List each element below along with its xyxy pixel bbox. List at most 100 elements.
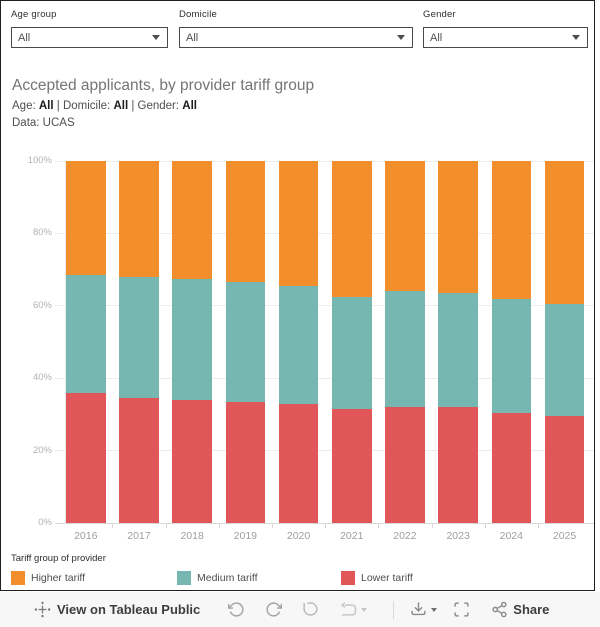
auto-update-caret-icon[interactable]: [361, 607, 368, 612]
download-button[interactable]: [410, 601, 427, 618]
bar-segment-medium-tariff[interactable]: [544, 303, 585, 417]
bar-segment-medium-tariff[interactable]: [332, 296, 372, 409]
bar-segment-medium-tariff[interactable]: [66, 275, 106, 393]
bar-segment-higher-tariff[interactable]: [225, 161, 266, 283]
bar-segment-lower-tariff[interactable]: [491, 412, 532, 523]
bar-segment-medium-tariff[interactable]: [172, 278, 212, 400]
filter-gender-label: Gender: [423, 9, 456, 20]
filter-gender: Gender All: [423, 9, 588, 48]
legend-item-higher-tariff[interactable]: Higher tariff: [11, 571, 85, 585]
gridline-60%: [55, 305, 594, 307]
tableau-toolbar: View on Tableau Public: [0, 592, 600, 627]
bar-2016[interactable]: [66, 161, 106, 523]
category-tick: [431, 524, 433, 528]
bar-segment-medium-tariff[interactable]: [438, 293, 478, 408]
bar-segment-medium-tariff[interactable]: [278, 285, 319, 404]
replay-button[interactable]: [302, 601, 319, 618]
bar-segment-higher-tariff[interactable]: [491, 161, 532, 299]
legend-swatch-higher-tariff: [11, 571, 25, 585]
view-on-tableau-public-button[interactable]: View on Tableau Public: [28, 601, 200, 618]
legend-item-medium-tariff[interactable]: Medium tariff: [177, 571, 258, 585]
y-axis-tick-label: 100%: [27, 155, 52, 166]
share-button[interactable]: Share: [486, 601, 549, 618]
x-axis-label-2022: 2022: [393, 530, 417, 542]
filter-gender-select[interactable]: All: [423, 27, 588, 48]
tableau-dashboard: Age group All Domicile All Gender All Ac…: [0, 0, 595, 591]
view-label: View on Tableau Public: [57, 602, 201, 617]
category-tick: [484, 524, 486, 528]
bar-segment-higher-tariff[interactable]: [438, 161, 478, 294]
auto-update-button[interactable]: [339, 601, 357, 618]
data-source: Data: UCAS: [12, 117, 75, 129]
x-axis-label-2025: 2025: [552, 530, 577, 542]
stacked-bar-chart: 0% 20% 40% 60% 80% 100% 2016 2017 2018 2019 2020 20…: [1, 1, 594, 590]
bar-2022[interactable]: [385, 161, 425, 523]
filter-summary: Age: All | Domicile: All | Gender: All: [12, 100, 197, 112]
tableau-logo-icon: [34, 601, 51, 618]
bar-2020[interactable]: [278, 161, 319, 523]
bar-2019[interactable]: [225, 161, 266, 523]
download-caret-icon[interactable]: [431, 607, 438, 612]
bar-2025[interactable]: [544, 161, 585, 523]
bar-segment-medium-tariff[interactable]: [491, 298, 532, 413]
bar-segment-lower-tariff[interactable]: [385, 407, 425, 523]
category-tick: [325, 524, 327, 528]
filter-domicile-value: All: [186, 31, 199, 44]
filter-age-group-label: Age group: [11, 9, 57, 20]
bar-segment-medium-tariff[interactable]: [385, 291, 425, 408]
filter-gender-value: All: [430, 31, 443, 44]
legend-item-lower-tariff[interactable]: Lower tariff: [341, 571, 413, 585]
y-axis-tick-label: 60%: [32, 299, 52, 311]
share-icon: [491, 601, 508, 618]
category-tick: [271, 524, 273, 528]
bar-segment-lower-tariff[interactable]: [332, 408, 372, 523]
bar-2017[interactable]: [119, 161, 159, 523]
bar-segment-lower-tariff[interactable]: [66, 392, 106, 523]
filter-age-group-select[interactable]: All: [11, 27, 168, 48]
redo-icon: [265, 601, 283, 618]
bar-segment-lower-tariff[interactable]: [544, 416, 585, 523]
bar-segment-higher-tariff[interactable]: [172, 161, 212, 279]
toolbar-divider: [393, 600, 395, 619]
bar-2018[interactable]: [172, 161, 212, 523]
bar-2023[interactable]: [438, 161, 478, 523]
bar-segment-higher-tariff[interactable]: [278, 161, 319, 286]
bar-segment-higher-tariff[interactable]: [66, 161, 106, 276]
bar-segment-higher-tariff[interactable]: [385, 161, 425, 292]
filter-age-group: Age group All: [11, 9, 168, 48]
bar-segment-lower-tariff[interactable]: [172, 399, 212, 523]
x-axis-label-2019: 2019: [233, 530, 258, 542]
undo-icon: [228, 601, 245, 618]
bar-segment-lower-tariff[interactable]: [438, 407, 478, 523]
replay-icon: [302, 601, 319, 618]
bar-segment-higher-tariff[interactable]: [119, 161, 159, 277]
legend-label: Medium tariff: [197, 572, 258, 584]
bar-2021[interactable]: [332, 161, 372, 523]
bar-segment-higher-tariff[interactable]: [544, 161, 585, 304]
y-axis-tick-label: 80%: [32, 227, 52, 239]
category-tick: [165, 524, 167, 528]
bar-segment-higher-tariff[interactable]: [332, 161, 372, 297]
filter-domicile-label: Domicile: [179, 9, 218, 20]
legend-swatch-lower-tariff: [341, 571, 355, 585]
bar-segment-medium-tariff[interactable]: [225, 282, 266, 402]
chevron-down-icon: [572, 35, 580, 40]
filter-domicile-select[interactable]: All: [179, 27, 413, 48]
refresh-loop-icon: [339, 601, 357, 618]
legend-label: Lower tariff: [361, 572, 413, 584]
gridline-20%: [55, 450, 594, 452]
bar-segment-lower-tariff[interactable]: [278, 403, 319, 523]
category-tick: [112, 524, 114, 528]
redo-button[interactable]: [265, 601, 283, 618]
x-axis-line: [56, 523, 594, 524]
category-tick: [378, 524, 380, 528]
legend-title: Tariff group of provider: [11, 553, 106, 564]
bar-2024[interactable]: [491, 161, 532, 523]
bar-segment-medium-tariff[interactable]: [119, 276, 159, 399]
bar-segment-lower-tariff[interactable]: [119, 398, 159, 523]
legend-label: Higher tariff: [31, 572, 86, 584]
bar-segment-lower-tariff[interactable]: [225, 401, 266, 523]
fullscreen-button[interactable]: [453, 601, 470, 618]
undo-button[interactable]: [228, 601, 245, 618]
x-axis-label-2016: 2016: [74, 530, 98, 542]
